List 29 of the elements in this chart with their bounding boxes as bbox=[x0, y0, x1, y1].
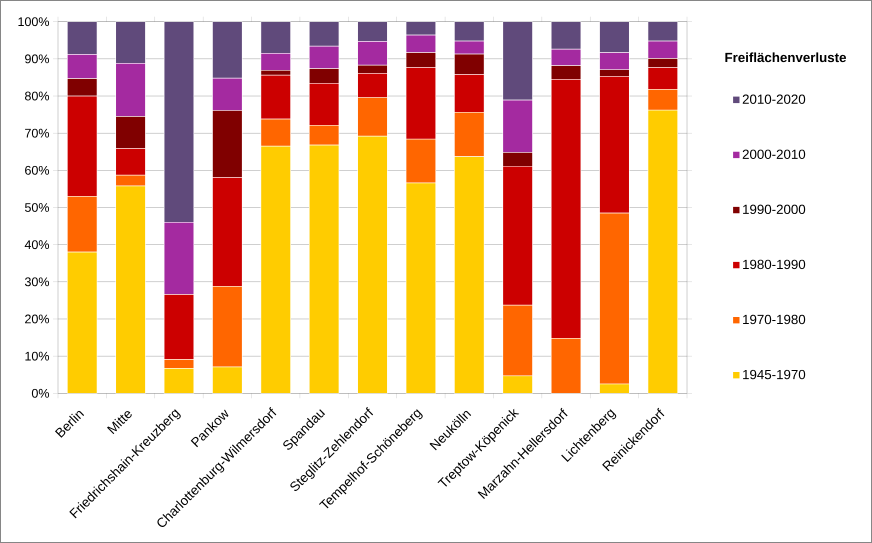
bar bbox=[212, 366, 242, 394]
bar bbox=[67, 252, 98, 394]
y-tick-label: 50% bbox=[24, 203, 50, 212]
y-tick-label: 60% bbox=[25, 166, 50, 175]
y-tick-label: 0% bbox=[32, 388, 50, 398]
bar bbox=[358, 136, 388, 394]
bar bbox=[406, 182, 436, 394]
bar bbox=[648, 110, 678, 394]
legend-label: 1970-1980 bbox=[743, 314, 806, 324]
y-tick-label: 70% bbox=[25, 128, 50, 138]
legend-label: 1945-1970 bbox=[743, 370, 806, 380]
legend-label: 2000-2010 bbox=[742, 150, 806, 159]
legend-title: Freiflächenverluste bbox=[725, 52, 846, 62]
y-tick-label: 30% bbox=[24, 277, 50, 286]
bar bbox=[502, 376, 533, 394]
y-tick-label: 90% bbox=[25, 54, 50, 64]
bar bbox=[164, 368, 194, 394]
legend-label: 1990-2000 bbox=[743, 204, 806, 214]
bar bbox=[116, 186, 146, 394]
bar bbox=[309, 145, 339, 394]
y-tick-label: 80% bbox=[25, 92, 50, 100]
bar bbox=[260, 146, 291, 394]
y-tick-label: 40% bbox=[24, 240, 50, 250]
y-tick-label: 10% bbox=[25, 352, 50, 361]
legend-label: 1980-1990 bbox=[743, 260, 806, 270]
bar bbox=[454, 156, 484, 394]
legend-label: 2010-2020 bbox=[742, 94, 806, 104]
y-tick-label: 100% bbox=[18, 17, 50, 26]
y-tick-label: 20% bbox=[25, 314, 50, 324]
